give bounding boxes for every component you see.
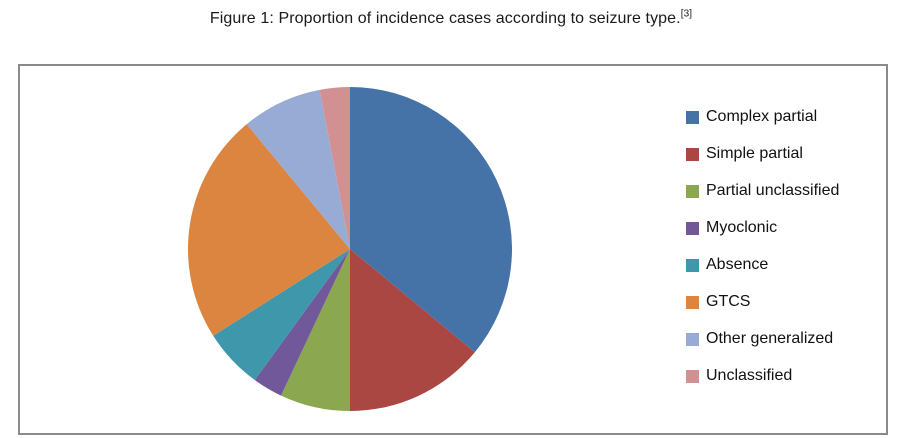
figure-title: Figure 1: Proportion of incidence cases … xyxy=(0,8,902,28)
legend-swatch-icon xyxy=(686,184,699,198)
legend-item-unclassified: Unclassified xyxy=(686,364,839,388)
pie-slice-gtcs xyxy=(188,124,350,336)
legend-item-gtcs: GTCS xyxy=(686,290,839,314)
legend-label: Complex partial xyxy=(706,108,818,125)
pie-slice-partial-unclassified xyxy=(281,249,350,411)
legend-swatch-icon xyxy=(686,332,699,346)
legend-label: Partial unclassified xyxy=(706,182,840,199)
legend-item-other-generalized: Other generalized xyxy=(686,327,839,351)
legend-label: GTCS xyxy=(706,293,751,310)
chart-frame: Complex partial Simple partial Partial unc… xyxy=(18,64,888,435)
legend-label: Simple partial xyxy=(706,145,803,162)
pie-slice-myoclonic xyxy=(254,249,350,396)
legend-item-myoclonic: Myoclonic xyxy=(686,216,839,240)
legend-item-complex-partial: Complex partial xyxy=(686,105,839,129)
legend-item-simple-partial: Simple partial xyxy=(686,142,839,166)
legend-label: Myoclonic xyxy=(706,219,778,236)
pie-chart xyxy=(188,87,512,411)
legend-swatch-icon xyxy=(686,369,699,383)
legend-swatch-icon xyxy=(686,110,699,124)
legend: Complex partial Simple partial Partial unc… xyxy=(686,105,839,401)
pie-slice-absence xyxy=(213,249,350,381)
figure-title-citation: [3] xyxy=(680,8,693,20)
pie-slice-unclassified xyxy=(319,87,350,249)
legend-swatch-icon xyxy=(686,147,699,161)
legend-label: Other generalized xyxy=(706,330,834,347)
pie-slice-complex-partial xyxy=(350,87,512,353)
pie-slice-simple-partial xyxy=(350,249,475,411)
legend-swatch-icon xyxy=(686,221,699,235)
legend-swatch-icon xyxy=(686,295,699,309)
legend-label: Absence xyxy=(706,256,769,273)
figure-title-text: Figure 1: Proportion of incidence cases … xyxy=(209,10,681,27)
legend-swatch-icon xyxy=(686,258,699,272)
legend-label: Unclassified xyxy=(706,367,793,384)
pie-slice-other-generalized xyxy=(246,89,350,250)
legend-item-partial-unclassified: Partial unclassified xyxy=(686,179,839,203)
legend-item-absence: Absence xyxy=(686,253,839,277)
